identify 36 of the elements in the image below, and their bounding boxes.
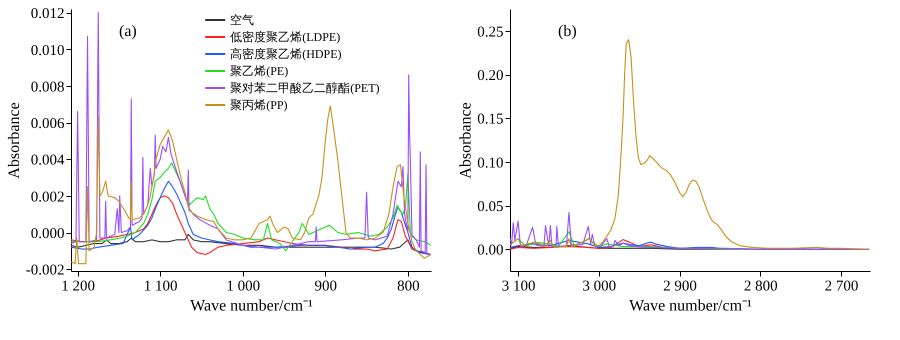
legend-label: 空气: [230, 13, 254, 27]
x-tick-label: 3 000: [582, 278, 616, 294]
x-tick-label: 800: [397, 278, 420, 294]
x-tick-label: 2 800: [744, 278, 778, 294]
x-axis-title: Wave number/cm⁻¹: [190, 298, 314, 314]
legend-label: 聚对苯二甲酸乙二醇酯(PET): [230, 81, 380, 95]
y-tick-label: 0.20: [477, 68, 504, 84]
y-tick-label: 0.010: [30, 42, 64, 59]
x-tick-label: 1 200: [61, 278, 95, 294]
legend-label: 高密度聚乙烯(HDPE): [230, 47, 342, 61]
annotation: (a): [119, 23, 137, 40]
y-tick-label: 0.05: [477, 199, 504, 215]
x-tick-label: 2 900: [663, 278, 697, 294]
y-tick-label: 0.002: [30, 189, 64, 206]
legend-label: 低密度聚乙烯(LDPE): [230, 30, 340, 44]
x-axis-title: Wave number/cm⁻¹: [629, 298, 752, 314]
y-axis-title: Absorbance: [6, 102, 23, 179]
y-tick-label: 0.004: [30, 152, 65, 169]
x-tick-label: 3 100: [502, 278, 536, 294]
y-axis-title: Absorbance: [457, 102, 474, 179]
y-tick-label: 0.00: [477, 242, 504, 259]
y-tick-label: 0.15: [477, 112, 504, 128]
y-tick-label: 0.006: [30, 116, 65, 132]
y-tick-label: 0.012: [30, 6, 64, 22]
annotation: (b): [558, 23, 577, 40]
y-tick-label: 0.000: [30, 226, 64, 242]
x-tick-label: 1 000: [226, 278, 260, 294]
legend-label: 聚乙烯(PE): [230, 64, 288, 78]
y-tick-label: 0.008: [30, 79, 64, 96]
legend-label: 聚丙烯(PP): [230, 98, 288, 112]
x-tick-label: 2 700: [824, 278, 858, 294]
x-tick-label: 1 100: [144, 278, 178, 294]
y-tick-label: 0.25: [477, 24, 504, 40]
x-tick-label: 900: [314, 278, 338, 294]
y-tick-label: -0.002: [26, 262, 64, 279]
y-tick-label: 0.10: [477, 155, 504, 172]
